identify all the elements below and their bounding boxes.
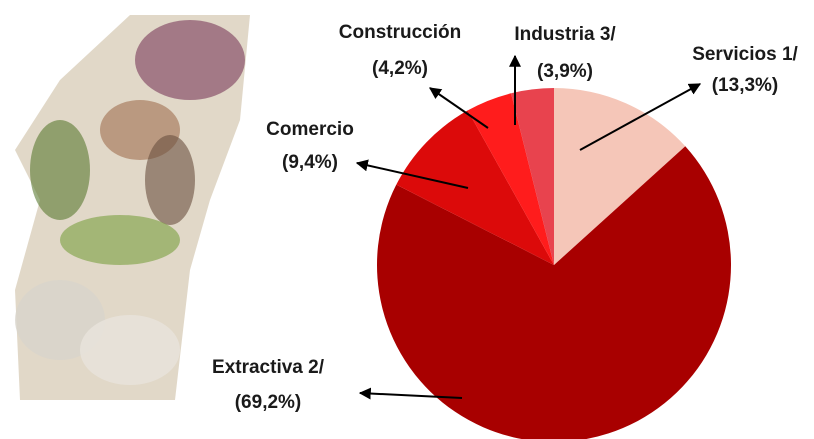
slice-label: Servicios 1/: [692, 44, 798, 65]
pie-slice: [377, 146, 731, 439]
arrow: [355, 159, 469, 189]
slice-label: Industria 3/: [514, 24, 616, 45]
value-label: (13,3%): [712, 75, 779, 96]
pie-slice: [511, 88, 554, 265]
pie-slice: [396, 110, 554, 265]
value-label: (9,4%): [282, 152, 338, 173]
pie-slice: [554, 88, 686, 265]
value-label: (69,2%): [235, 392, 302, 413]
arrow: [429, 87, 489, 129]
slice-label: Extractiva 2/: [212, 357, 325, 378]
pie-slice: [467, 93, 554, 265]
arrow: [579, 83, 702, 151]
value-label: (4,2%): [372, 58, 428, 79]
slice-label: Construcción: [339, 22, 461, 43]
slice-label: Comercio: [266, 119, 354, 140]
decorative-image: [15, 15, 250, 400]
arrow: [358, 387, 463, 400]
value-label: (3,9%): [537, 61, 593, 82]
